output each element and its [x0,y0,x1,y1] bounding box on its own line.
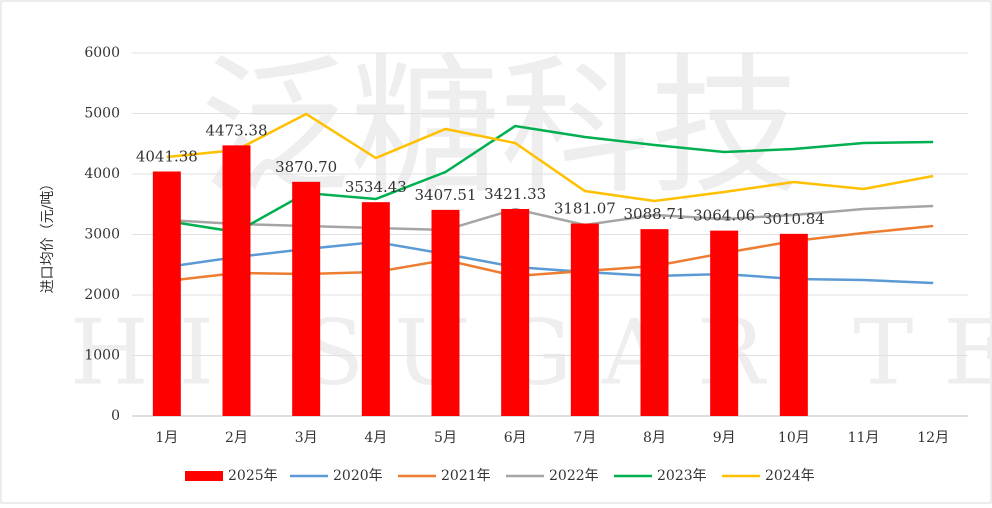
x-tick-label: 3月 [295,430,318,446]
x-tick-label: 5月 [434,430,457,446]
x-tick-label: 9月 [713,430,736,446]
data-label: 3010.84 [763,210,825,228]
legend-label: 2023年 [657,468,707,484]
y-tick-label: 3000 [84,227,120,243]
y-tick-label: 2000 [84,287,120,303]
y-axis-label: 进口均价（元/吨） [40,177,56,294]
x-tick-label: 12月 [917,430,949,446]
y-tick-label: 1000 [84,348,120,364]
watermark: HI SUGAR TECH [70,300,992,405]
legend-label: 2020年 [333,468,383,484]
x-tick-label: 7月 [573,430,596,446]
bar [431,209,460,416]
y-tick-label: 5000 [84,106,120,122]
data-label: 3088.71 [623,205,685,223]
bar [222,145,251,416]
data-label: 3421.33 [484,185,546,203]
x-tick-label: 4月 [364,430,387,446]
y-tick-label: 4000 [84,166,120,182]
data-label: 3064.06 [693,207,755,225]
bar [570,223,599,416]
data-label: 4041.38 [136,147,198,165]
x-tick-label: 6月 [504,430,527,446]
legend-label: 2022年 [549,468,599,484]
data-label: 4473.38 [205,121,267,139]
bar [361,202,390,416]
bar [501,209,530,416]
bar [152,171,181,416]
legend-label: 2025年 [228,468,278,484]
bar [640,229,669,416]
bar [779,233,808,416]
x-tick-label: 8月 [643,430,666,446]
y-tick-label: 6000 [84,45,120,61]
data-label: 3407.51 [414,186,476,204]
data-label: 3534.43 [345,178,407,196]
y-tick-label: 0 [111,408,120,424]
legend-label: 2021年 [441,468,491,484]
line [166,112,934,203]
x-tick-label: 11月 [848,430,880,446]
data-label: 3870.70 [275,158,337,176]
x-tick-label: 10月 [778,430,810,446]
legend-swatch [185,471,223,481]
legend-label: 2024年 [765,468,815,484]
bar [292,181,321,416]
x-tick-label: 2月 [225,430,248,446]
x-tick-label: 1月 [155,430,178,446]
bar [710,230,739,416]
data-label: 3181.07 [554,200,616,218]
